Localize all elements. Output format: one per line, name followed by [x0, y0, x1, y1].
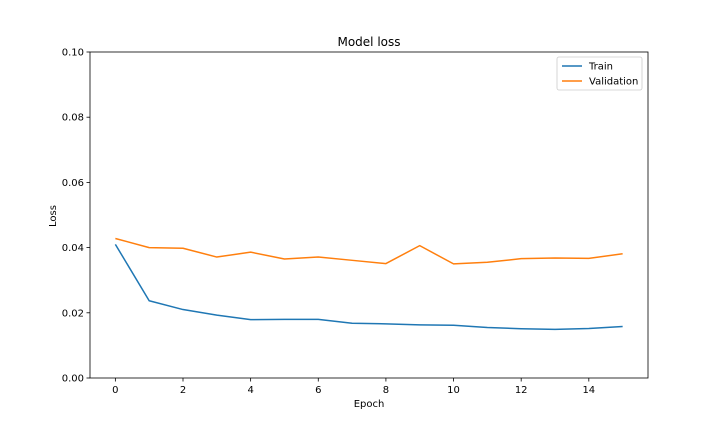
- axes-frame: [89, 51, 649, 379]
- y-tick-label: 0.02: [62, 308, 84, 319]
- x-tick-label: 6: [315, 385, 321, 396]
- plot-area: [89, 51, 649, 379]
- x-axis-label: Epoch: [354, 399, 385, 410]
- series-line-validation: [115, 237, 623, 265]
- x-tick-label: 14: [582, 385, 595, 396]
- y-axis-label: Loss: [48, 205, 59, 227]
- y-axis: 0.00 0.02 0.04 0.06 0.08 0.10: [62, 48, 90, 385]
- chart-title: Model loss: [337, 35, 400, 49]
- y-tick-label: 0.00: [62, 374, 84, 385]
- y-tick-label: 0.06: [62, 178, 84, 189]
- x-tick-label: 2: [180, 385, 186, 396]
- x-tick-label: 12: [515, 385, 528, 396]
- y-tick-label: 0.10: [62, 48, 84, 59]
- legend: Train Validation: [556, 56, 643, 91]
- legend-label-validation: Validation: [589, 77, 638, 88]
- x-tick-label: 10: [447, 385, 460, 396]
- y-tick-label: 0.04: [62, 243, 84, 254]
- x-tick-label: 0: [112, 385, 118, 396]
- y-tick-label: 0.08: [62, 113, 84, 124]
- x-axis: 0 2 4 6 8 10 12 14: [112, 378, 595, 396]
- legend-label-train: Train: [588, 62, 613, 73]
- series-line-train: [114, 243, 623, 331]
- x-tick-label: 8: [383, 385, 389, 396]
- x-tick-label: 4: [247, 385, 253, 396]
